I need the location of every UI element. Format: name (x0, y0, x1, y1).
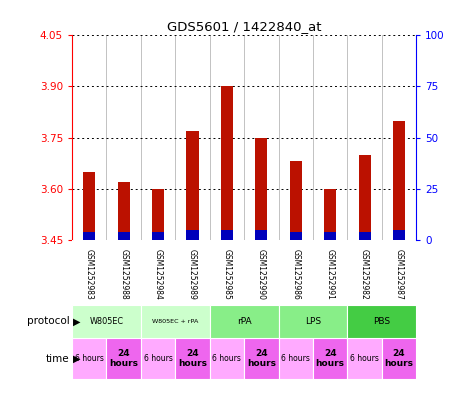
Text: GSM1252986: GSM1252986 (291, 250, 300, 300)
Text: 6 hours: 6 hours (281, 354, 310, 363)
Text: 24
hours: 24 hours (247, 349, 276, 368)
Bar (118, 231, 130, 240)
Text: GSM1252987: GSM1252987 (394, 250, 404, 300)
Text: GSM1252985: GSM1252985 (222, 250, 232, 300)
Bar (186, 131, 199, 240)
Text: LPS: LPS (305, 317, 321, 326)
Bar (347, 305, 416, 338)
Bar (83, 172, 95, 240)
Bar (393, 121, 405, 240)
Bar (141, 305, 210, 338)
Text: 24
hours: 24 hours (385, 349, 413, 368)
Bar (393, 230, 405, 240)
Text: GSM1252990: GSM1252990 (257, 250, 266, 301)
Text: GSM1252982: GSM1252982 (360, 250, 369, 300)
Bar (290, 231, 302, 240)
Text: ▶: ▶ (73, 354, 80, 364)
Bar (72, 305, 141, 338)
Text: rPA: rPA (237, 317, 252, 326)
Text: GSM1252983: GSM1252983 (85, 250, 94, 300)
Bar (186, 230, 199, 240)
Bar (152, 231, 164, 240)
Bar (210, 305, 279, 338)
Bar (279, 338, 313, 379)
Bar (83, 231, 95, 240)
Text: 24
hours: 24 hours (178, 349, 207, 368)
Text: 6 hours: 6 hours (213, 354, 241, 363)
Bar (324, 231, 336, 240)
Bar (359, 231, 371, 240)
Text: GSM1252989: GSM1252989 (188, 250, 197, 300)
Text: time: time (46, 354, 70, 364)
Text: 24
hours: 24 hours (316, 349, 345, 368)
Bar (221, 230, 233, 240)
Text: 24
hours: 24 hours (109, 349, 138, 368)
Bar (106, 338, 141, 379)
Bar (324, 189, 336, 240)
Text: W805EC + rPA: W805EC + rPA (152, 319, 199, 324)
Bar (210, 338, 244, 379)
Bar (313, 338, 347, 379)
Text: GSM1252984: GSM1252984 (153, 250, 163, 300)
Text: protocol: protocol (27, 316, 70, 326)
Bar (221, 86, 233, 240)
Bar (118, 182, 130, 240)
Bar (255, 230, 267, 240)
Bar (359, 154, 371, 240)
Text: GSM1252988: GSM1252988 (119, 250, 128, 300)
Bar (382, 338, 416, 379)
Bar (175, 338, 210, 379)
Bar (152, 189, 164, 240)
Text: 6 hours: 6 hours (75, 354, 104, 363)
Bar (141, 338, 175, 379)
Bar (347, 338, 382, 379)
Text: W805EC: W805EC (89, 317, 124, 326)
Text: 6 hours: 6 hours (350, 354, 379, 363)
Bar (290, 162, 302, 240)
Text: PBS: PBS (373, 317, 390, 326)
Bar (279, 305, 347, 338)
Bar (244, 338, 279, 379)
Text: 6 hours: 6 hours (144, 354, 173, 363)
Title: GDS5601 / 1422840_at: GDS5601 / 1422840_at (167, 20, 321, 33)
Bar (72, 338, 106, 379)
Text: GSM1252991: GSM1252991 (326, 250, 335, 300)
Text: ▶: ▶ (73, 316, 80, 326)
Bar (255, 138, 267, 240)
